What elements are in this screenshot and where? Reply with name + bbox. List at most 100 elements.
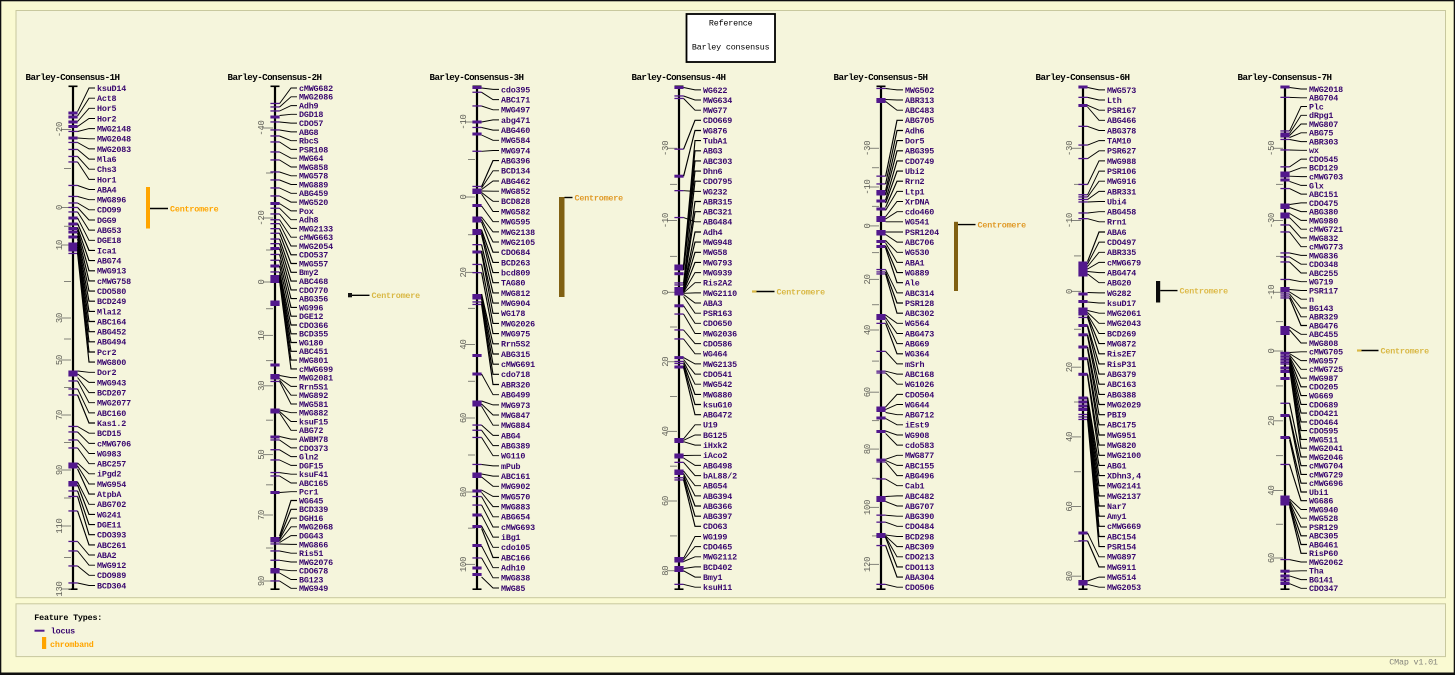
svg-text:MWG2110: MWG2110 bbox=[703, 289, 737, 299]
svg-text:Adh4: Adh4 bbox=[703, 228, 723, 238]
svg-text:BG143: BG143 bbox=[1309, 304, 1333, 314]
svg-text:CDO393: CDO393 bbox=[97, 531, 126, 541]
svg-text:CMap v1.01: CMap v1.01 bbox=[1389, 658, 1438, 668]
svg-text:WG908: WG908 bbox=[905, 431, 929, 441]
svg-text:BCD298: BCD298 bbox=[905, 532, 934, 542]
svg-text:90: 90 bbox=[55, 465, 65, 475]
svg-text:MWG832: MWG832 bbox=[1309, 234, 1338, 244]
svg-text:Ubi2: Ubi2 bbox=[905, 167, 925, 177]
svg-text:BCD134: BCD134 bbox=[501, 167, 530, 177]
svg-text:ABR313: ABR313 bbox=[905, 96, 934, 106]
svg-text:cdo395: cdo395 bbox=[501, 85, 530, 95]
svg-text:Hor5: Hor5 bbox=[97, 104, 117, 114]
svg-text:Dor5: Dor5 bbox=[905, 137, 925, 147]
svg-text:MWG85: MWG85 bbox=[501, 584, 525, 594]
svg-text:MWG877: MWG877 bbox=[905, 451, 934, 461]
svg-text:MWG581: MWG581 bbox=[299, 400, 328, 410]
svg-text:MWG858: MWG858 bbox=[299, 163, 328, 173]
svg-text:CDO366: CDO366 bbox=[299, 321, 328, 331]
svg-text:ABC160: ABC160 bbox=[97, 409, 126, 419]
svg-text:ABC706: ABC706 bbox=[905, 238, 934, 248]
svg-text:60: 60 bbox=[459, 413, 469, 423]
svg-text:WG686: WG686 bbox=[1309, 497, 1333, 507]
svg-text:MWG954: MWG954 bbox=[97, 480, 126, 490]
svg-text:Ris2A2: Ris2A2 bbox=[703, 279, 732, 289]
svg-text:ABC164: ABC164 bbox=[97, 317, 126, 327]
svg-text:CDO113: CDO113 bbox=[905, 563, 934, 573]
svg-text:DGD18: DGD18 bbox=[299, 110, 323, 120]
svg-text:iHxk2: iHxk2 bbox=[703, 441, 727, 451]
svg-text:Rrn1: Rrn1 bbox=[1107, 218, 1127, 228]
svg-text:WG669: WG669 bbox=[1309, 392, 1333, 402]
svg-text:iEst9: iEst9 bbox=[905, 421, 929, 431]
svg-text:ABG460: ABG460 bbox=[501, 126, 530, 136]
svg-text:ABR335: ABR335 bbox=[1107, 248, 1136, 258]
svg-text:ABG705: ABG705 bbox=[905, 116, 934, 126]
svg-text:U19: U19 bbox=[703, 421, 718, 431]
svg-text:Barley-Consensus-7H: Barley-Consensus-7H bbox=[1238, 72, 1332, 83]
svg-text:MWG801: MWG801 bbox=[299, 356, 328, 366]
svg-text:MWG514: MWG514 bbox=[1107, 573, 1136, 583]
svg-text:ABG75: ABG75 bbox=[1309, 129, 1333, 139]
svg-text:MWG793: MWG793 bbox=[703, 258, 732, 268]
svg-text:MWG949: MWG949 bbox=[299, 584, 328, 594]
svg-text:CDO586: CDO586 bbox=[703, 340, 732, 350]
svg-text:AtpbA: AtpbA bbox=[97, 490, 122, 500]
svg-text:MWG2141: MWG2141 bbox=[1107, 482, 1141, 492]
svg-text:ABA304: ABA304 bbox=[905, 573, 934, 583]
svg-text:MWG866: MWG866 bbox=[299, 540, 328, 550]
svg-text:Rrn5S2: Rrn5S2 bbox=[501, 340, 530, 350]
svg-text:Kas1.2: Kas1.2 bbox=[97, 419, 126, 429]
svg-text:MWG883: MWG883 bbox=[501, 503, 530, 513]
svg-text:90: 90 bbox=[257, 576, 267, 586]
svg-text:-10: -10 bbox=[459, 114, 469, 129]
svg-text:BCD15: BCD15 bbox=[97, 429, 121, 439]
svg-text:MWG2043: MWG2043 bbox=[1107, 319, 1141, 329]
svg-text:Hor2: Hor2 bbox=[97, 114, 117, 124]
svg-text:WG199: WG199 bbox=[703, 532, 727, 542]
svg-text:cMWG758: cMWG758 bbox=[97, 277, 131, 287]
svg-text:DGG43: DGG43 bbox=[299, 532, 323, 542]
svg-text:cdo583: cdo583 bbox=[905, 441, 934, 451]
svg-text:0: 0 bbox=[257, 279, 267, 284]
svg-text:cMWG699: cMWG699 bbox=[299, 365, 333, 375]
svg-text:MWG2135: MWG2135 bbox=[703, 360, 737, 370]
svg-text:WG282: WG282 bbox=[1107, 289, 1131, 299]
svg-text:wx: wx bbox=[1309, 146, 1319, 156]
svg-text:ABG452: ABG452 bbox=[97, 328, 126, 338]
svg-text:ABG378: ABG378 bbox=[1107, 126, 1136, 136]
svg-text:Adh6: Adh6 bbox=[905, 126, 925, 136]
svg-text:ABC151: ABC151 bbox=[1309, 190, 1338, 200]
svg-text:MWG974: MWG974 bbox=[501, 146, 530, 156]
svg-text:bcd809: bcd809 bbox=[501, 269, 530, 279]
svg-text:MWG912: MWG912 bbox=[97, 561, 126, 571]
svg-text:DGG9: DGG9 bbox=[97, 216, 117, 226]
svg-text:ABG499: ABG499 bbox=[501, 391, 530, 401]
svg-text:Act8: Act8 bbox=[97, 94, 117, 104]
svg-text:ABC468: ABC468 bbox=[299, 277, 328, 287]
svg-text:40: 40 bbox=[1065, 432, 1075, 442]
svg-text:CDO989: CDO989 bbox=[97, 571, 126, 581]
svg-text:mPub: mPub bbox=[501, 462, 521, 472]
svg-text:MWG808: MWG808 bbox=[1309, 339, 1338, 349]
svg-text:MWG988: MWG988 bbox=[1107, 157, 1136, 167]
svg-text:Barley-Consensus-3H: Barley-Consensus-3H bbox=[430, 72, 524, 83]
svg-text:MWG2026: MWG2026 bbox=[501, 319, 535, 329]
svg-text:CDO373: CDO373 bbox=[299, 444, 328, 454]
svg-text:WG645: WG645 bbox=[299, 496, 323, 506]
svg-text:Reference: Reference bbox=[709, 18, 753, 28]
svg-text:ABC166: ABC166 bbox=[501, 553, 530, 563]
svg-text:CDO475: CDO475 bbox=[1309, 199, 1338, 209]
svg-text:CDO595: CDO595 bbox=[1309, 427, 1338, 437]
svg-text:ABR315: ABR315 bbox=[703, 197, 732, 207]
svg-text:PSR106: PSR106 bbox=[1107, 167, 1136, 177]
svg-text:ABC303: ABC303 bbox=[703, 157, 732, 167]
svg-text:20: 20 bbox=[863, 274, 873, 284]
svg-text:110: 110 bbox=[55, 518, 65, 533]
svg-text:CDO669: CDO669 bbox=[703, 116, 732, 126]
svg-text:ABG498: ABG498 bbox=[703, 461, 732, 471]
svg-text:Dhn6: Dhn6 bbox=[703, 167, 723, 177]
svg-text:ABG4: ABG4 bbox=[501, 431, 521, 441]
svg-text:0: 0 bbox=[1065, 289, 1075, 294]
svg-text:CDO57: CDO57 bbox=[299, 119, 323, 129]
